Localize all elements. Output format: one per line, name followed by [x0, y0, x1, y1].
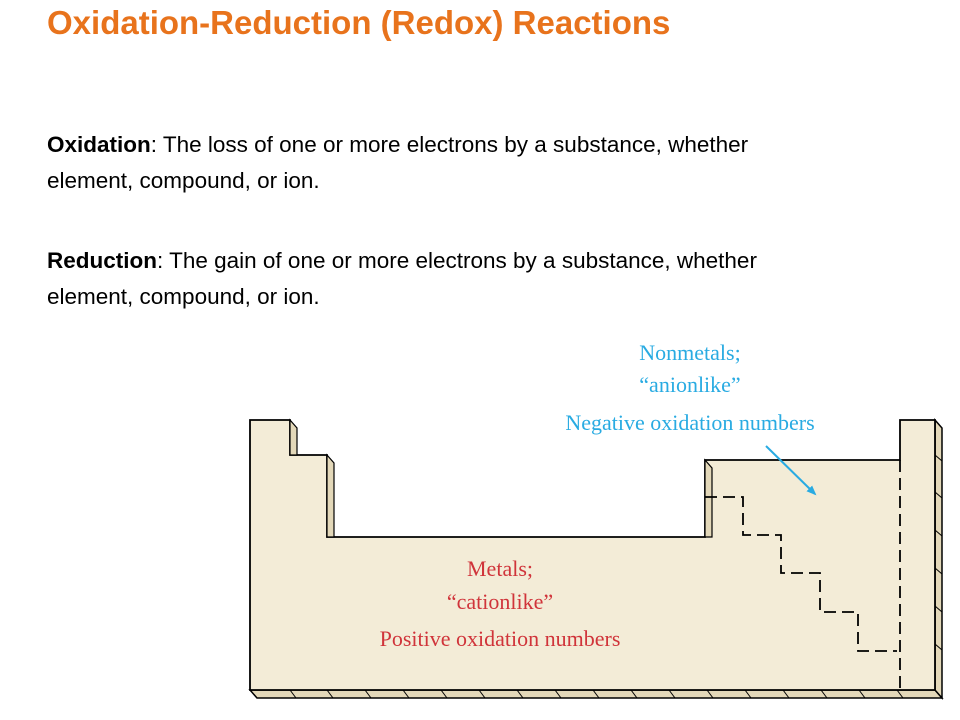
nonmetals-label-line1: Nonmetals;: [639, 340, 740, 365]
oxidation-text: : The loss of one or more electrons by a…: [47, 132, 749, 193]
oxidation-term: Oxidation: [47, 132, 151, 157]
reduction-definition: Reduction: The gain of one or more elect…: [47, 243, 807, 315]
bottom-edge-notches: [289, 689, 904, 699]
metal-nonmetal-staircase: [705, 496, 897, 652]
reduction-term: Reduction: [47, 248, 157, 273]
nonmetals-label-line2: “anionlike”: [639, 372, 740, 397]
nonmetals-arrow: [765, 445, 817, 496]
table-step-sides: [289, 418, 713, 538]
metals-label-line2: “cationlike”: [447, 589, 553, 614]
metals-label-line1: Metals;: [467, 556, 533, 581]
oxidation-definition: Oxidation: The loss of one or more elect…: [47, 127, 807, 199]
right-edge-notches: [934, 454, 943, 651]
nonmetals-label: Nonmetals; “anionlike” Negative oxidatio…: [565, 340, 814, 435]
slide-title: Oxidation-Reduction (Redox) Reactions: [47, 4, 671, 41]
metals-label-line3: Positive oxidation numbers: [380, 626, 621, 651]
metals-label: Metals; “cationlike” Positive oxidation …: [380, 556, 621, 651]
reduction-text: : The gain of one or more electrons by a…: [47, 248, 757, 309]
table-right-side: [934, 418, 943, 700]
nonmetals-label-line3: Negative oxidation numbers: [565, 410, 814, 435]
periodic-table-outline: [248, 418, 944, 700]
